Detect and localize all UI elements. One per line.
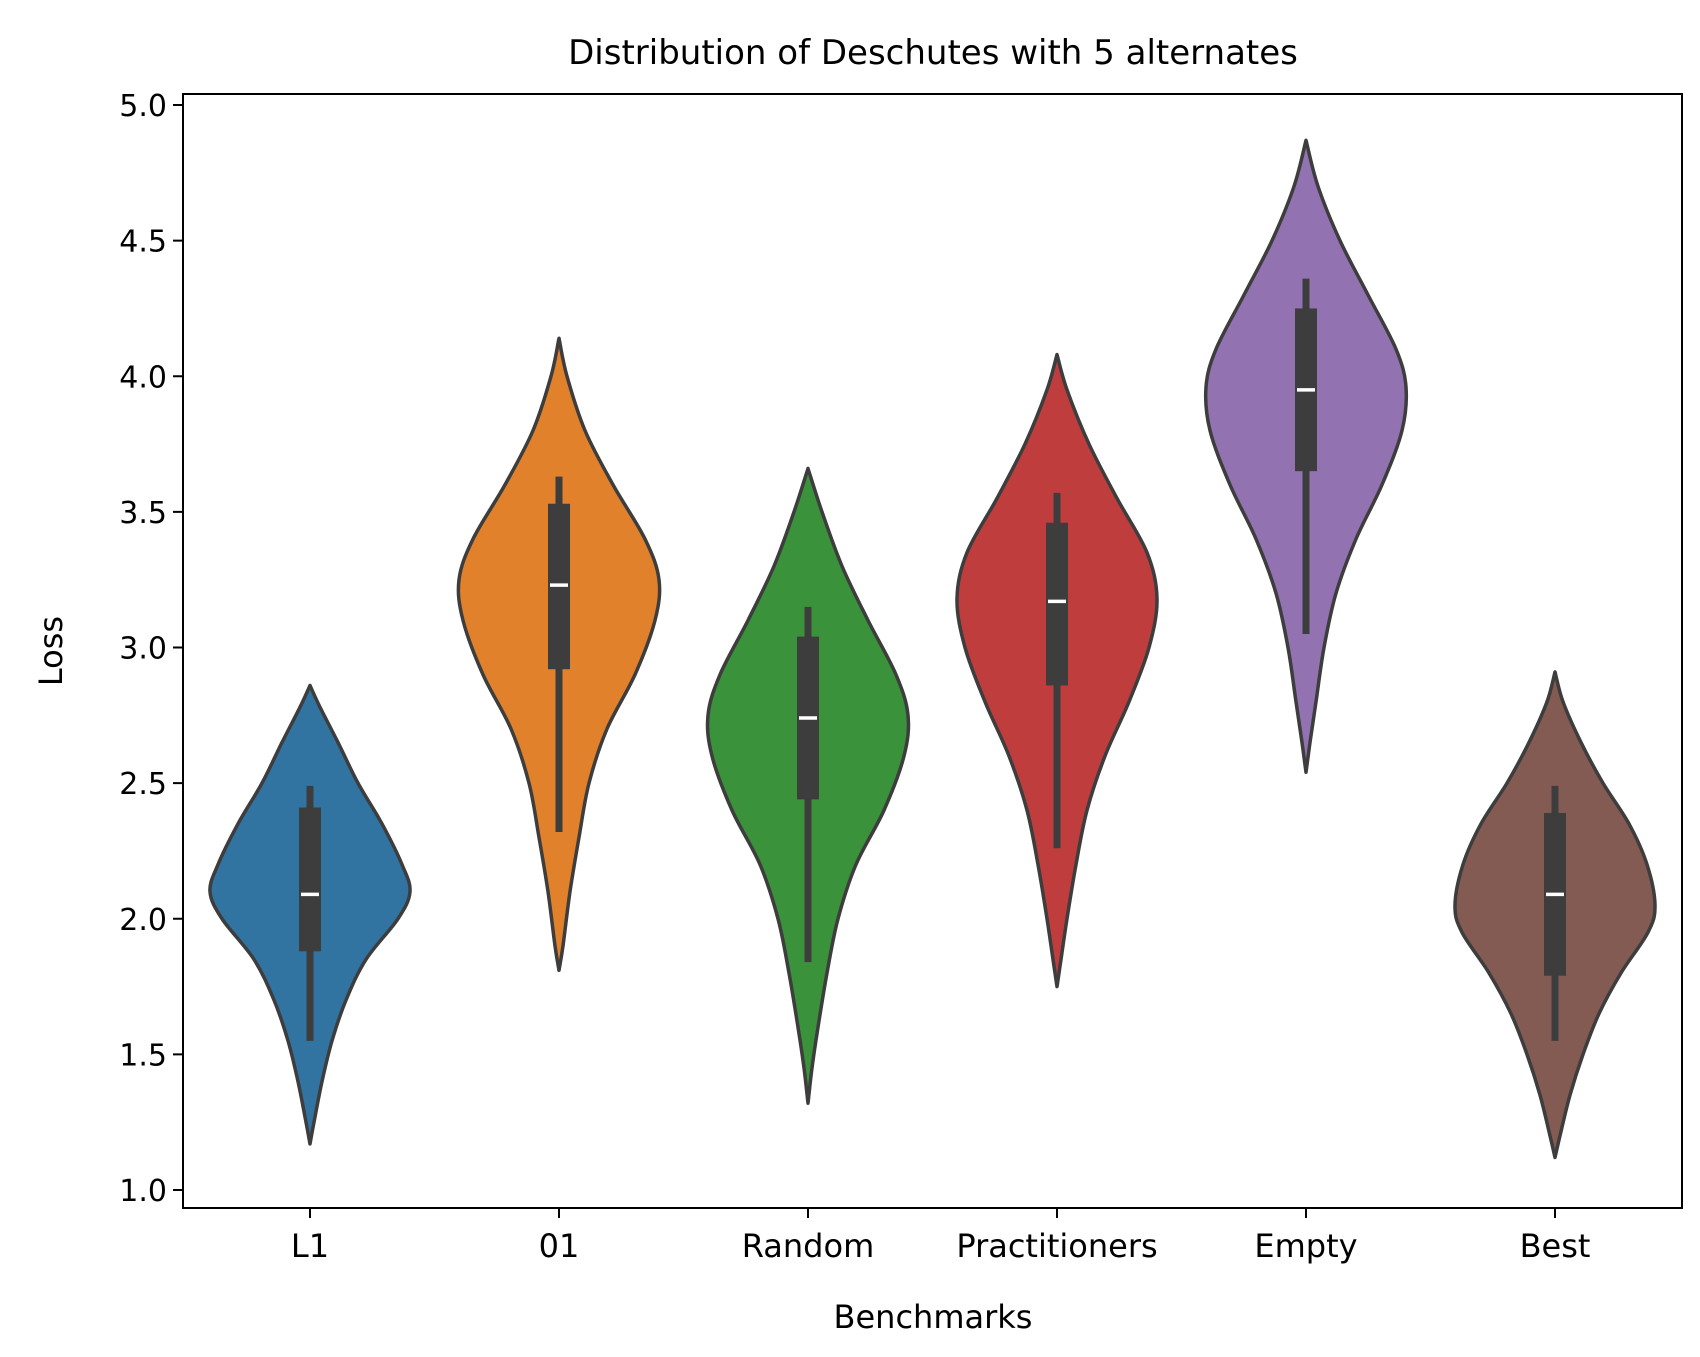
x-tick-label: L1	[291, 1227, 329, 1265]
chart-title: Distribution of Deschutes with 5 alterna…	[568, 33, 1298, 73]
plot-frame	[182, 93, 1683, 1209]
x-tick-label: Empty	[1254, 1227, 1357, 1265]
y-tick-label: 4.5	[119, 225, 167, 260]
y-tick-label: 2.5	[119, 767, 167, 802]
box-layer	[299, 278, 1566, 1041]
y-tick-label: 4.0	[119, 360, 167, 395]
y-tick-label: 1.0	[119, 1174, 167, 1209]
x-tick-label: 01	[539, 1227, 580, 1265]
y-tick-label: 3.0	[119, 632, 167, 667]
x-tick-label: Best	[1520, 1227, 1591, 1265]
y-tick-label: 1.5	[119, 1038, 167, 1073]
x-tick-label: Random	[742, 1227, 874, 1265]
x-axis-label: Benchmarks	[834, 1298, 1033, 1336]
y-tick-label: 5.0	[119, 89, 167, 124]
x-axis-ticks: L1 01 Random Practitioners Empty Best	[291, 1208, 1591, 1265]
y-tick-label: 2.0	[119, 903, 167, 938]
y-axis-label: Loss	[32, 616, 70, 686]
iqr-box-l1	[299, 807, 321, 952]
y-axis-ticks: 1.0 1.5 2.0 2.5 3.0 3.5 4.0 4.5 5.0	[119, 89, 183, 1209]
y-tick-label: 3.5	[119, 496, 167, 531]
iqr-box-practitioners	[1046, 522, 1068, 686]
x-tick-label: Practitioners	[956, 1227, 1157, 1265]
